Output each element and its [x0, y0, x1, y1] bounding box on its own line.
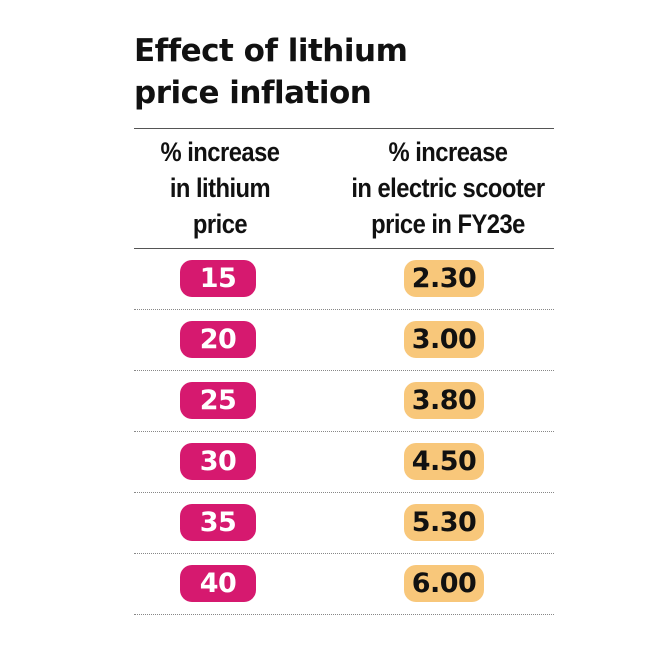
lithium-increase-value: 35	[180, 504, 256, 541]
chart-title-line-1: Effect of lithium	[134, 33, 408, 69]
column-header-lithium-line-2: in lithium	[169, 173, 271, 203]
table-row: 15 2.30	[134, 249, 554, 310]
column-header-scooter-line-2: in electric scooter	[351, 173, 545, 203]
column-header-scooter-line-3: price in FY23e	[371, 209, 525, 239]
table-row: 25 3.80	[134, 371, 554, 432]
scooter-increase-value: 4.50	[404, 443, 484, 480]
table-row: 20 3.00	[134, 310, 554, 371]
scooter-increase-value: 3.80	[404, 382, 484, 419]
chart-title-line-2: price inflation	[134, 75, 372, 111]
lithium-increase-value: 25	[180, 382, 256, 419]
lithium-increase-value: 40	[180, 565, 256, 602]
lithium-increase-value: 20	[180, 321, 256, 358]
column-header-scooter: % increase in electric scooter price in …	[351, 134, 545, 242]
column-header-lithium-line-3: price	[192, 209, 248, 239]
header-bottom-rule	[134, 248, 554, 249]
column-header-lithium: % increase in lithium price	[132, 134, 308, 242]
header-top-rule	[134, 128, 554, 129]
table-row: 30 4.50	[134, 432, 554, 493]
scooter-increase-value: 5.30	[404, 504, 484, 541]
scooter-increase-value: 6.00	[404, 565, 484, 602]
chart-title: Effect of lithium price inflation	[134, 30, 554, 114]
lithium-increase-value: 30	[180, 443, 256, 480]
column-header-scooter-line-1: % increase	[388, 137, 508, 167]
table-row: 40 6.00	[134, 554, 554, 615]
table-row: 35 5.30	[134, 493, 554, 554]
lithium-increase-value: 15	[180, 260, 256, 297]
column-header-lithium-line-1: % increase	[160, 137, 280, 167]
scooter-increase-value: 2.30	[404, 260, 484, 297]
scooter-increase-value: 3.00	[404, 321, 484, 358]
